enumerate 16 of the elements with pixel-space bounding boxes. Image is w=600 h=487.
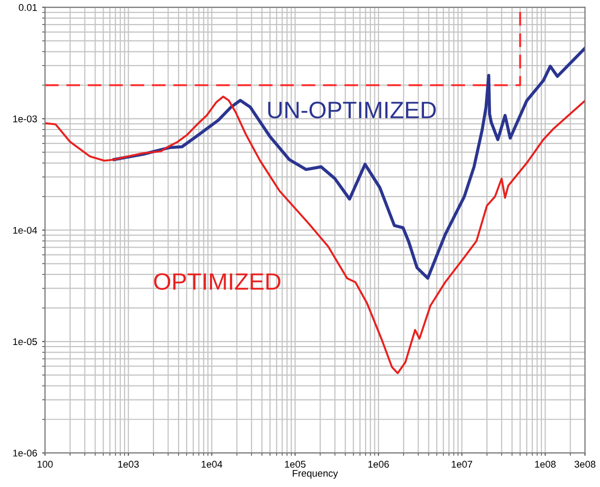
text: OPTIMIZED — [154, 273, 280, 290]
series-label: UN-OPTIMIZED — [268, 102, 436, 118]
x-tick-label: 1e03 — [118, 460, 139, 468]
y-tick-label: 1e-03 — [13, 115, 37, 122]
x-tick-label: 3e08 — [574, 460, 596, 468]
x-axis-title: Frequency — [292, 470, 338, 479]
x-tick-label: 100 — [38, 460, 53, 468]
x-tick-label: 1e06 — [368, 460, 389, 468]
x-tick-label: 1e05 — [285, 460, 306, 468]
y-tick-label: 1e-04 — [13, 226, 38, 234]
x-tick-label: 1e08 — [535, 460, 556, 468]
y-tick-label: 0.01 — [18, 4, 37, 11]
x-tick-label: 1e04 — [202, 460, 222, 468]
y-tick-label: 1e-05 — [13, 338, 37, 346]
x-tick-label: 1e07 — [452, 460, 472, 468]
y-tick-label: 1e-06 — [13, 450, 37, 457]
